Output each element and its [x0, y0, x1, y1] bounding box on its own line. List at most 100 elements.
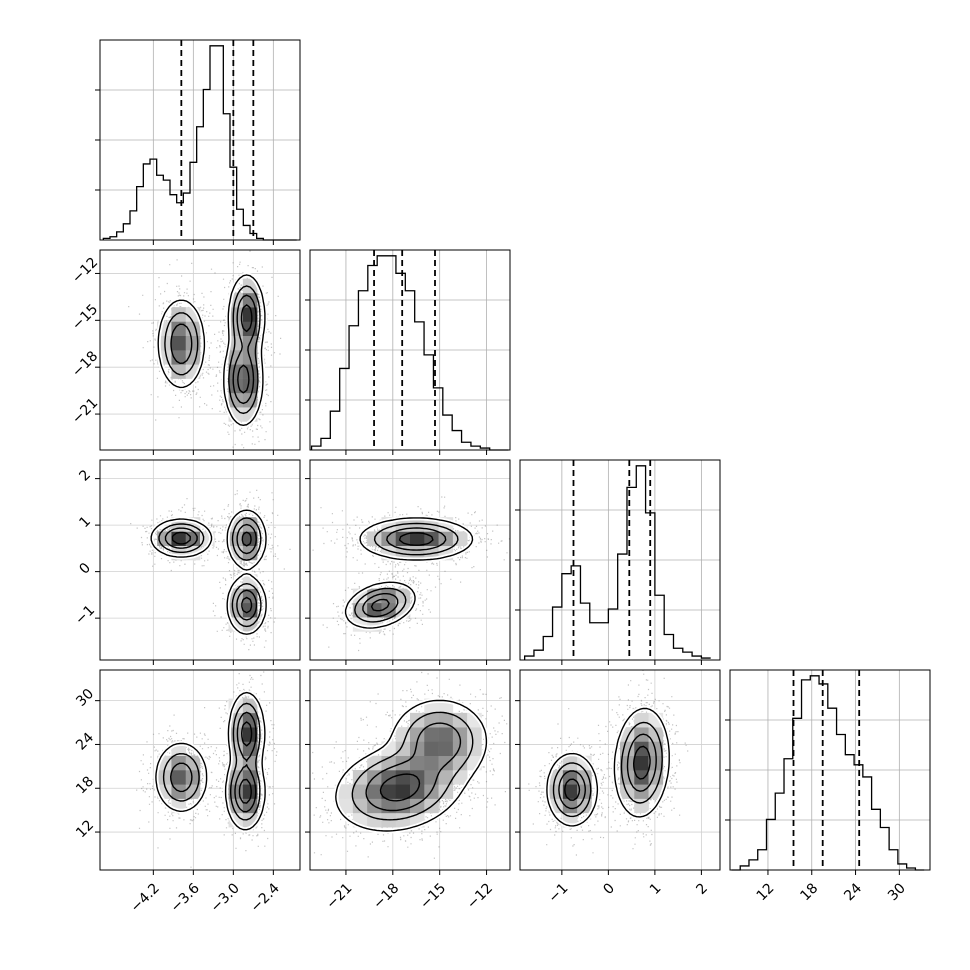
density-cell [438, 712, 454, 728]
density-cell [410, 755, 425, 771]
contour-line [157, 274, 266, 426]
x-tick-label-1: −18 [370, 880, 402, 912]
x-tick-label-3: 18 [797, 880, 821, 904]
contour-line [370, 532, 434, 612]
histogram-bar [424, 355, 433, 450]
histogram-bar [197, 127, 204, 240]
histogram-bar [217, 46, 224, 240]
histogram-bar [880, 828, 889, 870]
histogram-bar [673, 648, 682, 660]
x-tick-label-2: 0 [600, 880, 618, 898]
histogram-bar [340, 368, 349, 450]
density-cell [185, 335, 201, 351]
density-panel-1-3 [305, 669, 511, 875]
contour-line [379, 773, 421, 802]
panel-frame [99, 459, 301, 661]
density-panel-2-3 [515, 669, 721, 875]
histogram-panel-0 [95, 39, 301, 245]
histogram-bar [599, 623, 608, 660]
histogram-bar [837, 734, 846, 870]
histogram-bar [321, 438, 330, 450]
density-cell [620, 784, 635, 799]
histogram-bar [157, 175, 164, 240]
panel-frame [309, 669, 511, 871]
contour-line [158, 517, 262, 628]
histogram-panel-1 [305, 249, 511, 455]
x-tick-label-2: −1 [546, 880, 572, 906]
x-tick-label-1: −15 [417, 880, 449, 912]
x-tick-label-3: 12 [754, 880, 778, 904]
x-tick-label-1: −12 [464, 880, 496, 912]
panel-frame [309, 249, 511, 451]
histogram-bar [377, 256, 386, 450]
histogram-bar [758, 850, 767, 870]
histogram-bar [368, 266, 377, 450]
density-cell [452, 755, 468, 771]
contour-line [365, 722, 462, 812]
density-cell [228, 392, 244, 408]
density-panel-content [310, 460, 510, 660]
histogram-bar [749, 860, 758, 870]
y-tick-label-1: −15 [69, 301, 101, 333]
density-cell [242, 712, 258, 728]
contour-line [164, 285, 261, 415]
histogram-bar [462, 442, 471, 450]
histogram-bar [775, 793, 784, 870]
histogram-bar [330, 411, 339, 450]
density-cell [562, 798, 578, 814]
histogram-bar [534, 650, 543, 660]
contour-line [170, 711, 257, 813]
density-cell [228, 307, 244, 322]
density-cell [381, 602, 397, 618]
histogram-bar [143, 164, 150, 240]
x-tick-label-2: 1 [647, 880, 665, 898]
histogram-bar [590, 623, 599, 660]
y-tick-label-2: 0 [76, 560, 94, 578]
density-cell [367, 784, 382, 799]
density-cell [395, 588, 411, 604]
density-cell [410, 741, 425, 757]
density-cell [395, 784, 411, 799]
histogram-panel-3 [725, 669, 931, 875]
y-tick-label-3: 24 [73, 730, 97, 754]
histogram-bar [608, 609, 617, 660]
histogram-step-line [102, 45, 297, 241]
x-tick-label-0: −4.2 [128, 880, 163, 915]
density-cell [352, 784, 368, 799]
histogram-bar [415, 322, 424, 450]
panel-frame [99, 669, 301, 871]
contour-line [150, 509, 267, 635]
histogram-bar [349, 326, 358, 450]
histogram-step-line [524, 465, 711, 660]
histogram-step-line [310, 255, 509, 451]
density-cell [171, 335, 187, 351]
histogram-bar [123, 224, 130, 240]
density-cell [438, 755, 454, 771]
panel-frame [309, 459, 511, 661]
panel-frame [99, 249, 301, 451]
density-cell [424, 727, 439, 742]
contour-line [238, 721, 253, 804]
y-tick-label-1: −18 [69, 348, 101, 380]
histogram-bar [784, 759, 793, 870]
y-tick-label-2: 1 [76, 513, 94, 531]
histogram-bar [802, 680, 811, 870]
density-panel-content [310, 670, 510, 870]
density-cell [157, 770, 172, 785]
density-cell [228, 531, 244, 547]
histogram-bar [664, 635, 673, 660]
density-cell [410, 531, 425, 547]
density-cell [367, 812, 382, 828]
histogram-bar [405, 291, 414, 450]
histogram-bar [683, 652, 692, 660]
histogram-bar [845, 755, 854, 870]
density-panel-content [520, 670, 720, 870]
histogram-panel-2 [515, 459, 721, 665]
y-tick-label-3: 30 [73, 686, 97, 710]
histogram-bar [828, 708, 837, 870]
density-cell [171, 770, 187, 785]
scatter-points [130, 489, 291, 651]
histogram-bar [387, 256, 396, 450]
density-panel-0-1 [95, 249, 301, 455]
